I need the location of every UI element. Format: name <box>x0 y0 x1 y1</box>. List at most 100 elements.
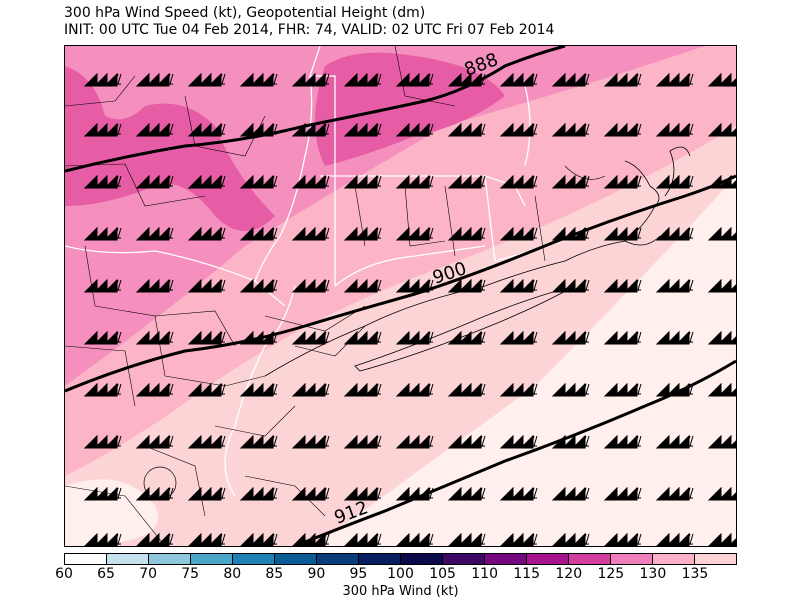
wind-barb-icon <box>395 382 434 397</box>
wind-barb-icon <box>551 434 590 449</box>
wind-barb-icon <box>707 122 736 137</box>
wind-barb-icon <box>291 72 330 87</box>
wind-barb-icon <box>551 382 590 397</box>
colorbar-tick-label: 80 <box>223 566 242 582</box>
wind-barb-icon <box>655 486 694 501</box>
colorbar-swatch <box>65 554 107 564</box>
wind-barb-icon <box>447 226 486 241</box>
wind-barb-icon <box>707 382 736 397</box>
colorbar-tick-label: 120 <box>555 566 583 582</box>
wind-barb-icon <box>603 382 642 397</box>
wind-barb-icon <box>135 486 174 501</box>
wind-barb-icon <box>707 174 736 189</box>
shading-high <box>65 46 705 386</box>
wind-barb-icon <box>83 434 122 449</box>
colorbar-tick-label: 130 <box>639 566 667 582</box>
wind-barb-icon <box>707 434 736 449</box>
wind-barb-icon <box>343 122 382 137</box>
contour-900 <box>65 174 736 393</box>
wind-barb-icon <box>187 122 226 137</box>
wind-barb-icon <box>239 330 278 345</box>
wind-barb-icon <box>187 330 226 345</box>
colorbar-tick-label: 65 <box>97 566 115 582</box>
wind-barb-icon <box>447 486 486 501</box>
coastline <box>264 160 661 377</box>
wind-barb-icon <box>292 532 330 546</box>
wind-barb-icon <box>395 122 434 137</box>
wind-barb-icon <box>603 278 642 293</box>
wind-barb-icon <box>83 122 122 137</box>
colorbar-tick-label: 90 <box>307 566 326 582</box>
wind-barb-icon <box>551 486 590 501</box>
wind-barb-grid <box>83 72 736 546</box>
wind-barb-icon <box>188 532 226 546</box>
wind-barb-icon <box>708 532 736 546</box>
wind-barb-icon <box>448 532 486 546</box>
wind-barb-icon <box>135 382 174 397</box>
wind-barb-icon <box>291 122 330 137</box>
wind-barb-icon <box>343 434 382 449</box>
wind-barb-icon <box>395 330 434 345</box>
wind-barb-icon <box>83 174 122 189</box>
wind-barb-icon <box>291 226 330 241</box>
wind-barb-icon <box>707 278 736 293</box>
colorbar-tick-label: 125 <box>597 566 625 582</box>
wind-barb-icon <box>239 434 278 449</box>
colorbar-tick-label: 70 <box>139 566 158 582</box>
colorbar-swatch <box>317 554 359 564</box>
wind-barb-icon <box>395 174 434 189</box>
colorbar <box>64 553 737 565</box>
wind-barb-icon <box>499 330 538 345</box>
wind-barb-icon <box>499 486 538 501</box>
wind-barb-icon <box>187 278 226 293</box>
wind-barb-icon <box>291 434 330 449</box>
wind-barb-icon <box>291 278 330 293</box>
wind-barb-icon <box>343 330 382 345</box>
shading-lowest <box>315 176 736 546</box>
wind-barb-icon <box>603 122 642 137</box>
wind-barb-icon <box>135 434 174 449</box>
wind-barb-icon <box>343 226 382 241</box>
wind-barb-icon <box>187 226 226 241</box>
wind-barb-icon <box>499 434 538 449</box>
wind-barb-icon <box>291 330 330 345</box>
colorbar-swatch <box>401 554 443 564</box>
wind-barb-icon <box>551 330 590 345</box>
wind-barb-icon <box>603 330 642 345</box>
wind-barb-icon <box>707 330 736 345</box>
wind-barb-icon <box>291 174 330 189</box>
wind-barb-icon <box>239 72 278 87</box>
wind-barb-icon <box>187 486 226 501</box>
wind-barb-icon <box>135 122 174 137</box>
wind-barb-icon <box>343 486 382 501</box>
wind-barb-icon <box>551 226 590 241</box>
wind-barb-icon <box>447 72 486 87</box>
wind-barb-icon <box>447 330 486 345</box>
wind-barb-icon <box>395 72 434 87</box>
wind-barb-icon <box>344 532 382 546</box>
colorbar-tick-label: 85 <box>265 566 284 582</box>
wind-barb-icon <box>396 532 434 546</box>
wind-barb-icon <box>655 174 694 189</box>
wind-barb-icon <box>447 174 486 189</box>
wind-barb-icon <box>655 226 694 241</box>
wind-barb-icon <box>135 72 174 87</box>
wind-barb-icon <box>343 72 382 87</box>
wind-barb-icon <box>551 122 590 137</box>
wind-barb-icon <box>83 330 122 345</box>
wind-barb-icon <box>239 226 278 241</box>
wind-barb-icon <box>291 382 330 397</box>
wind-barb-icon <box>603 434 642 449</box>
wind-barb-icon <box>187 434 226 449</box>
wind-barb-icon <box>655 434 694 449</box>
wind-barb-icon <box>603 72 642 87</box>
colorbar-tick-label: 60 <box>55 566 73 582</box>
wind-barb-icon <box>603 174 642 189</box>
wind-barb-icon <box>499 174 538 189</box>
wind-barb-icon <box>551 174 590 189</box>
chart-title: 300 hPa Wind Speed (kt), Geopotential He… <box>64 5 426 21</box>
wind-barb-icon <box>83 278 122 293</box>
colorbar-tick-label: 135 <box>681 566 709 582</box>
colorbar-tick-label: 95 <box>349 566 368 582</box>
wind-barb-icon <box>499 122 538 137</box>
